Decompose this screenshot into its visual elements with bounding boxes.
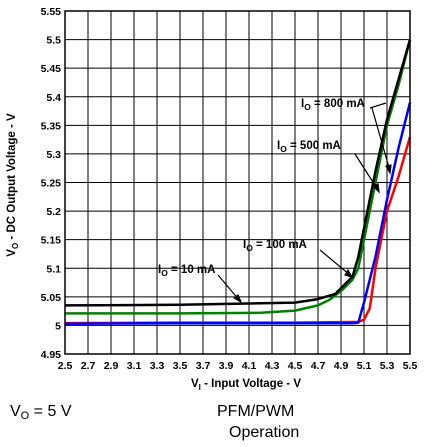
y-axis-title-sub: O (11, 243, 20, 249)
y-tick-labels: 4.95 5 5.05 5.1 5.15 5.2 5.25 5.3 5.35 5.4 5.45 5.5… (41, 6, 62, 361)
annotation-100ma-rest: = 100 mA (253, 239, 307, 251)
x-axis-title: VI - Input Voltage - V (191, 378, 301, 392)
x-tick-label: 5.5 (403, 360, 418, 372)
operation-mode-line2: Operation (229, 424, 300, 441)
x-tick-label: 4.5 (288, 360, 303, 372)
output-voltage-note-rest: = 5 V (29, 403, 72, 420)
arrowhead-10ma (232, 294, 243, 304)
arrowhead-100ma (344, 268, 354, 278)
x-tick-label: 3.9 (219, 360, 234, 372)
y-tick-label: 5.1 (46, 263, 61, 275)
x-tick-label: 2.5 (58, 360, 73, 372)
arrowhead-800ma-a (385, 164, 392, 175)
annotation-arrows (217, 102, 392, 304)
y-tick-label: 5.15 (41, 235, 62, 247)
annotation-100ma: IO = 100 mA (243, 239, 307, 253)
y-tick-label: 5.25 (41, 178, 62, 190)
output-voltage-note: VO = 5 V (10, 403, 71, 422)
annotation-800ma-sub: O (304, 102, 311, 112)
annotation-10ma-rest: = 10 mA (168, 264, 216, 276)
annotation-800ma: IO = 800 mA (301, 98, 365, 112)
annotation-500ma: IO = 500 mA (277, 140, 341, 154)
x-tick-label: 3.3 (150, 360, 165, 372)
y-tick-label: 5.2 (46, 206, 61, 218)
x-axis-title-rest: - Input Voltage - V (201, 378, 301, 390)
annotation-500ma-rest: = 500 mA (287, 140, 341, 152)
y-tick-label: 5.5 (46, 35, 61, 47)
arrowhead-500ma (371, 183, 380, 194)
x-tick-label: 3.7 (196, 360, 211, 372)
x-tick-label: 5.1 (357, 360, 372, 372)
y-tick-label: 5.05 (41, 292, 62, 304)
y-tick-label: 5.35 (41, 120, 62, 132)
annotation-100ma-sub: O (246, 243, 253, 253)
output-voltage-note-main: V (10, 403, 21, 420)
output-voltage-note-sub: O (20, 410, 30, 422)
x-tick-label: 4.9 (334, 360, 349, 372)
y-axis-title: VO - DC Output Voltage - V (6, 113, 20, 257)
operation-mode-line1: PFM/PWM (217, 403, 295, 420)
x-tick-label: 5.3 (380, 360, 395, 372)
annotation-10ma-sub: O (161, 268, 168, 278)
y-tick-label: 4.95 (41, 349, 62, 361)
x-tick-label: 4.1 (242, 360, 257, 372)
annotation-10ma-main: I (158, 264, 161, 276)
x-tick-label: 3.1 (127, 360, 142, 372)
arrow-800ma-a (371, 107, 391, 172)
x-tick-label: 2.9 (104, 360, 119, 372)
x-tick-label: 4.3 (265, 360, 280, 372)
y-axis-title-main: V (6, 249, 18, 257)
plot-frame (64, 10, 411, 355)
annotation-800ma-rest: = 800 mA (311, 98, 365, 110)
y-axis-title-rest: - DC Output Voltage - V (6, 113, 18, 243)
arrow-800ma-b (369, 102, 387, 109)
y-tick-label: 5.3 (46, 149, 61, 161)
annotation-500ma-main: I (277, 140, 280, 152)
annotation-800ma-main: I (301, 98, 304, 110)
series-line-3 (64, 39, 412, 307)
annotation-10ma: IO = 10 mA (158, 264, 215, 278)
y-tick-label: 5 (55, 320, 61, 332)
x-axis-title-sub: I (199, 383, 201, 392)
y-tick-label: 5.55 (41, 6, 62, 18)
annotation-500ma-sub: O (280, 144, 287, 154)
y-tick-label: 5.45 (41, 63, 62, 75)
arrow-100ma (319, 249, 351, 276)
series-line-1 (64, 102, 412, 325)
series-line-2 (65, 39, 412, 315)
annotation-100ma-main: I (243, 239, 246, 251)
x-tick-label: 3.5 (173, 360, 188, 372)
x-tick-label: 4.7 (311, 360, 326, 372)
x-tick-label: 2.7 (81, 360, 96, 372)
arrow-500ma (354, 153, 379, 191)
series-group (64, 39, 412, 325)
x-tick-labels: 2.5 2.7 2.9 3.1 3.3 3.5 3.7 3.9 4.1 4.3 4.5 4.7 4.9 5… (58, 360, 418, 372)
x-axis-title-main: V (191, 378, 199, 390)
y-tick-label: 5.4 (46, 92, 61, 104)
